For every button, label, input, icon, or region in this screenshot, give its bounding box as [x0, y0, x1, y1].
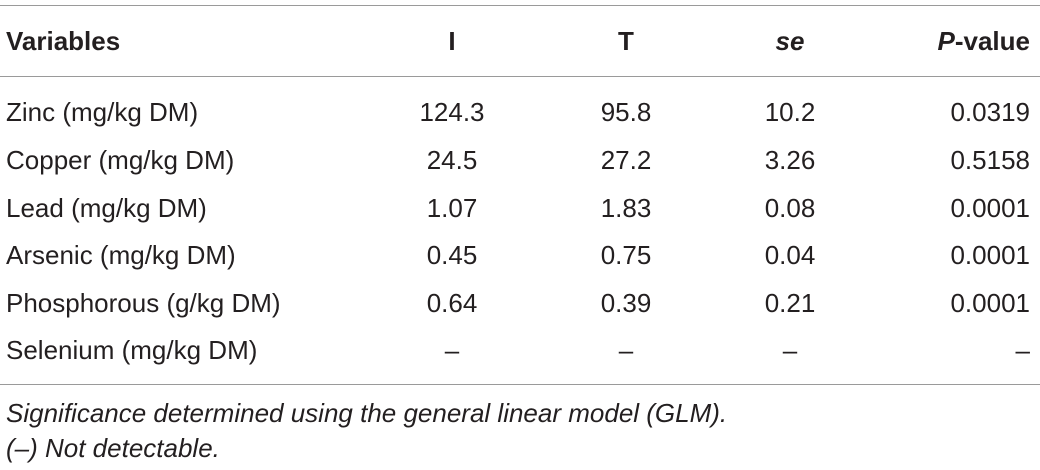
row-se: 0.04	[764, 240, 816, 270]
row-i: –	[444, 335, 460, 365]
row-i: 0.45	[426, 240, 478, 270]
row-i: 1.07	[426, 193, 478, 223]
table-bottom-rule	[0, 384, 1040, 385]
row-i: 0.64	[426, 288, 478, 318]
row-t: 0.39	[600, 288, 652, 318]
row-p: 0.0319	[950, 97, 1030, 127]
row-variable: Copper (mg/kg DM)	[6, 145, 235, 175]
row-variable: Selenium (mg/kg DM)	[6, 335, 258, 365]
row-i: 124.3	[419, 97, 485, 127]
row-variable: Lead (mg/kg DM)	[6, 193, 207, 223]
row-p: 0.0001	[950, 240, 1030, 270]
row-se: 10.2	[764, 97, 816, 127]
row-se: –	[782, 335, 798, 365]
row-t: –	[618, 335, 634, 365]
row-variable: Arsenic (mg/kg DM)	[6, 240, 236, 270]
row-se: 0.21	[764, 288, 816, 318]
header-se: se	[775, 26, 805, 56]
row-p: 0.0001	[950, 193, 1030, 223]
row-t: 0.75	[600, 240, 652, 270]
footnote-not-detectable: (–) Not detectable.	[6, 433, 220, 463]
header-p-letter: P	[937, 26, 955, 56]
row-p: 0.0001	[950, 288, 1030, 318]
header-p-value: P-value	[880, 26, 1031, 56]
table-header-rule	[0, 76, 1040, 77]
row-i: 24.5	[426, 145, 478, 175]
row-p: 0.5158	[950, 145, 1030, 175]
footnote-significance: Significance determined using the genera…	[6, 398, 728, 428]
header-variables: Variables	[6, 26, 121, 56]
header-p-suffix: -value	[954, 26, 1030, 56]
table-top-rule	[0, 5, 1040, 6]
row-se: 3.26	[764, 145, 816, 175]
header-t: T	[618, 26, 634, 56]
row-t: 1.83	[600, 193, 652, 223]
row-p: –	[1015, 335, 1030, 365]
row-se: 0.08	[764, 193, 816, 223]
row-variable: Phosphorous (g/kg DM)	[6, 288, 281, 318]
header-i: I	[448, 26, 456, 56]
row-t: 95.8	[600, 97, 652, 127]
row-variable: Zinc (mg/kg DM)	[6, 97, 199, 127]
row-t: 27.2	[600, 145, 652, 175]
